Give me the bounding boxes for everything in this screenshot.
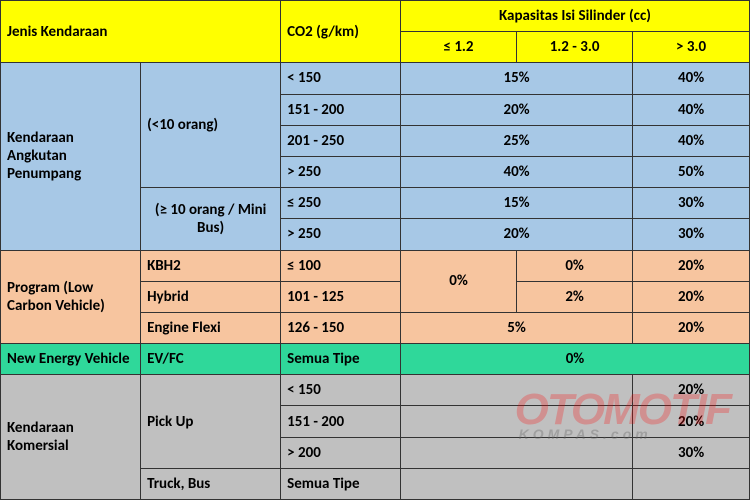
table-cell: > 250 <box>281 219 401 250</box>
table-cell: 30% <box>633 437 750 468</box>
table-cell: EV/FC <box>141 344 281 375</box>
table-cell: 0% <box>517 250 633 281</box>
table-cell: < 150 <box>281 375 401 406</box>
table-cell: 0% <box>400 344 749 375</box>
table-cell: Semua Tipe <box>281 344 401 375</box>
table-cell: 0% <box>400 250 516 312</box>
table-cell: Truck, Bus <box>141 468 281 499</box>
table-cell: 20% <box>633 406 750 437</box>
table-cell: > 200 <box>281 437 401 468</box>
hdr-kapasitas: Kapasitas Isi Silinder (cc) <box>400 1 749 32</box>
hdr-jenis: Jenis Kendaraan <box>1 1 281 63</box>
table-cell: > 250 <box>281 156 401 187</box>
table-cell: 101 - 125 <box>281 281 401 312</box>
table-cell: 30% <box>633 188 750 219</box>
table-cell: 40% <box>633 125 750 156</box>
table-cell: 40% <box>633 63 750 94</box>
table-cell: 20% <box>400 219 632 250</box>
table-cell: 5% <box>400 312 632 343</box>
table-cell <box>400 375 632 406</box>
cell-nev-label: New Energy Vehicle <box>1 344 141 375</box>
table-cell: 25% <box>400 125 632 156</box>
table-cell: 20% <box>633 281 750 312</box>
table-cell <box>400 437 632 468</box>
table-cell: 40% <box>400 156 632 187</box>
table-cell: ≤ 100 <box>281 250 401 281</box>
table-cell: 15% <box>400 63 632 94</box>
table-cell: Hybrid <box>141 281 281 312</box>
table-cell: Pick Up <box>141 375 281 469</box>
hdr-co2: CO2 (g/km) <box>281 1 401 63</box>
cell-penumpang-sub1: (<10 orang) <box>141 63 281 188</box>
table-cell: 126 - 150 <box>281 312 401 343</box>
table-cell: 15% <box>400 188 632 219</box>
hdr-gt3: > 3.0 <box>633 32 750 63</box>
table-cell: 20% <box>633 375 750 406</box>
table-cell: 151 - 200 <box>281 406 401 437</box>
table-cell <box>400 468 632 499</box>
table-cell <box>400 406 632 437</box>
table-cell: ≤ 250 <box>281 188 401 219</box>
table-cell: 2% <box>517 281 633 312</box>
table-cell: Engine Flexi <box>141 312 281 343</box>
hdr-mid: 1.2 - 3.0 <box>517 32 633 63</box>
table-cell: < 150 <box>281 63 401 94</box>
table-cell: 50% <box>633 156 750 187</box>
table-cell: 20% <box>400 94 632 125</box>
table-cell: 40% <box>633 94 750 125</box>
table-cell: 20% <box>633 250 750 281</box>
cell-penumpang-sub2: (≥ 10 orang / Mini Bus) <box>141 188 281 250</box>
table-cell: KBH2 <box>141 250 281 281</box>
hdr-lte12: ≤ 1.2 <box>400 32 516 63</box>
table-cell: Semua Tipe <box>281 468 401 499</box>
table-cell: 20% <box>633 312 750 343</box>
table-cell <box>633 468 750 499</box>
tax-table: Jenis Kendaraan CO2 (g/km) Kapasitas Isi… <box>0 0 750 500</box>
table-cell: 201 - 250 <box>281 125 401 156</box>
cell-penumpang-label: Kendaraan Angkutan Penumpang <box>1 63 141 250</box>
table-cell: 30% <box>633 219 750 250</box>
cell-program-label: Program (Low Carbon Vehicle) <box>1 250 141 344</box>
cell-komersial-label: Kendaraan Komersial <box>1 375 141 500</box>
table-cell: 151 - 200 <box>281 94 401 125</box>
